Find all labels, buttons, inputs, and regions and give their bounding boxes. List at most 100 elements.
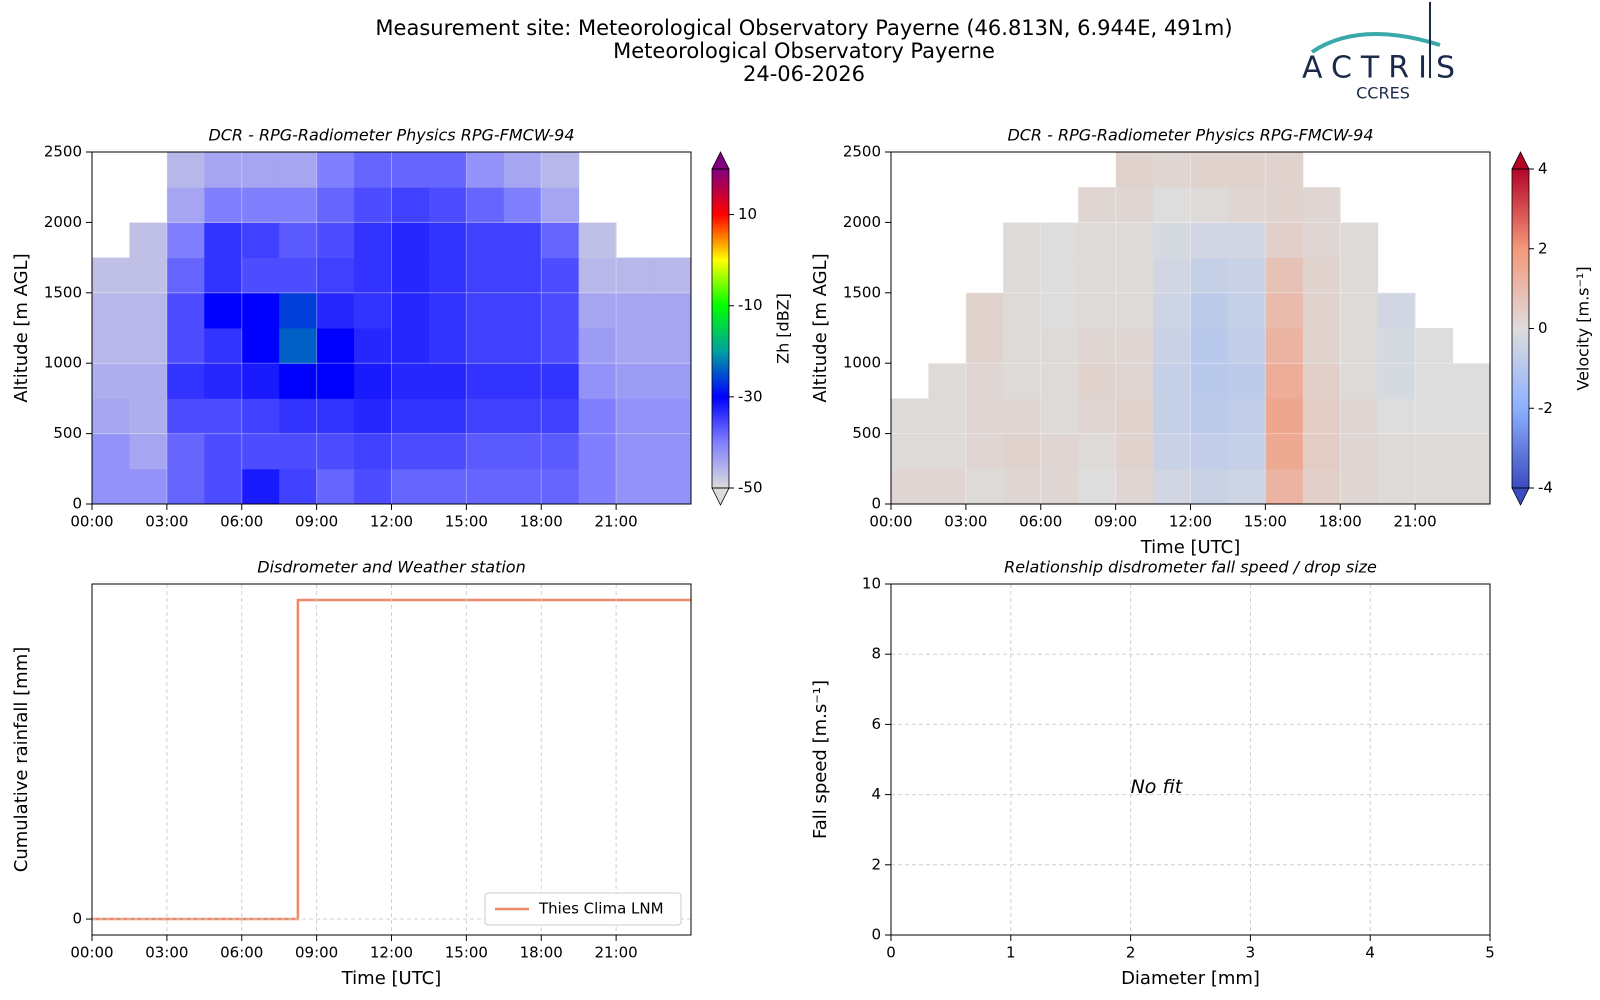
heatmap-cell [391, 152, 430, 188]
heatmap-cell [428, 222, 467, 259]
heatmap-cell [578, 328, 617, 364]
x-tick-label: 18:00 [520, 513, 563, 531]
chart-panel: DCR - RPG-Radiometer Physics RPG-FMCW-94… [11, 126, 793, 531]
heatmap-cell [503, 187, 542, 223]
heatmap-cell [316, 433, 355, 470]
x-tick-label: 03:00 [145, 513, 188, 531]
heatmap-cell [354, 328, 392, 364]
logo: ACTRIS CCRES [1302, 2, 1455, 103]
heatmap-cell [279, 328, 318, 364]
heatmap-cell [428, 152, 467, 188]
heatmap-cell [1340, 328, 1379, 364]
heatmap-cell [503, 292, 542, 329]
heatmap-cell [241, 363, 280, 399]
heatmap-cell [1190, 398, 1229, 435]
y-tick-label: 2500 [843, 143, 881, 161]
heatmap-cell [354, 222, 392, 259]
x-tick-label: 21:00 [1394, 513, 1437, 531]
x-tick-label: 00:00 [70, 513, 113, 531]
heatmap-cell [1265, 328, 1304, 364]
chart-title: Relationship disdrometer fall speed / dr… [1004, 558, 1377, 577]
heatmap-cell [1227, 152, 1266, 188]
heatmap-cell [316, 292, 355, 329]
colorbar-tick-label: -2 [1538, 399, 1553, 417]
heatmap-cell [316, 363, 355, 399]
heatmap-cell [1003, 257, 1042, 294]
y-tick-label: 1000 [843, 354, 881, 372]
heatmap-cell [391, 328, 430, 364]
heatmap-cell [466, 222, 505, 259]
heatmap-cell [1265, 257, 1304, 294]
heatmap-cell [928, 363, 967, 399]
heatmap-cell [891, 398, 929, 435]
heatmap-cell [391, 257, 430, 294]
heatmap-cell [1265, 468, 1304, 504]
heatmap-cell [1227, 433, 1266, 470]
heatmap-cell [129, 328, 168, 364]
heatmap-cell [354, 363, 392, 399]
plot-area [92, 598, 691, 921]
heatmap-cell [279, 433, 318, 470]
heatmap-cell [1302, 468, 1341, 504]
heatmap-cell [1377, 292, 1416, 329]
heatmap-cell [653, 257, 691, 294]
colorbar-tick-label: -50 [738, 479, 763, 497]
heatmap-cell [1003, 468, 1042, 504]
heatmap-cell [241, 433, 280, 470]
heatmap-cell [541, 468, 580, 504]
heatmap-cell [1415, 328, 1454, 364]
heatmap-cell [316, 257, 355, 294]
chart-panel: Relationship disdrometer fall speed / dr… [810, 558, 1495, 990]
heatmap-cell [578, 222, 617, 259]
heatmap-cell [1078, 257, 1117, 294]
heatmap-cell [1190, 433, 1229, 470]
heatmap-cell [653, 363, 691, 399]
x-axis-label: Time [UTC] [1140, 537, 1241, 558]
y-axis-label: Fall speed [m.s⁻¹] [810, 680, 831, 839]
heatmap-cell [653, 433, 691, 470]
x-tick-label: 4 [1365, 944, 1375, 962]
x-tick-label: 09:00 [295, 944, 338, 962]
heatmap-cell [316, 328, 355, 364]
heatmap-cell [1227, 292, 1266, 329]
heatmap-cell [1078, 328, 1117, 364]
heatmap-cell [466, 152, 505, 188]
plot-area [92, 152, 691, 504]
heatmap-cell [316, 398, 355, 435]
heatmap-cell [1452, 433, 1490, 470]
chart-title: Disdrometer and Weather station [257, 558, 525, 577]
heatmap-cell [965, 328, 1004, 364]
heatmap-cell [1227, 257, 1266, 294]
x-tick-label: 09:00 [295, 513, 338, 531]
heatmap-cell [616, 433, 655, 470]
x-tick-label: 21:00 [595, 944, 638, 962]
x-tick-label: 12:00 [370, 944, 413, 962]
heatmap-cell [391, 187, 430, 223]
heatmap-cell [241, 398, 280, 435]
heatmap-cell [1227, 328, 1266, 364]
heatmap-cell [1302, 363, 1341, 399]
heatmap-cell [1153, 398, 1191, 435]
heatmap-cell [466, 187, 505, 223]
heatmap-cell [279, 152, 318, 188]
heatmap-cell [578, 433, 617, 470]
heatmap-cell [1115, 433, 1154, 470]
heatmap-cell [204, 398, 243, 435]
y-axis-label: Cumulative rainfall [mm] [11, 647, 32, 873]
heatmap-cell [129, 433, 168, 470]
heatmap-cell [891, 433, 929, 470]
heatmap-cell [503, 363, 542, 399]
heatmap-cell [466, 363, 505, 399]
heatmap-cell [1302, 222, 1341, 259]
heatmap-cell [1415, 363, 1454, 399]
heatmap-cell [354, 292, 392, 329]
heatmap-cell [616, 468, 655, 504]
heatmap-cell [428, 363, 467, 399]
heatmap-cell [928, 398, 967, 435]
heatmap-cell [166, 398, 205, 435]
y-tick-label: 0 [871, 495, 881, 513]
colorbar-frame [711, 168, 730, 489]
y-tick-label: 4 [871, 785, 881, 803]
heatmap-cell [428, 328, 467, 364]
heatmap-cell [466, 257, 505, 294]
